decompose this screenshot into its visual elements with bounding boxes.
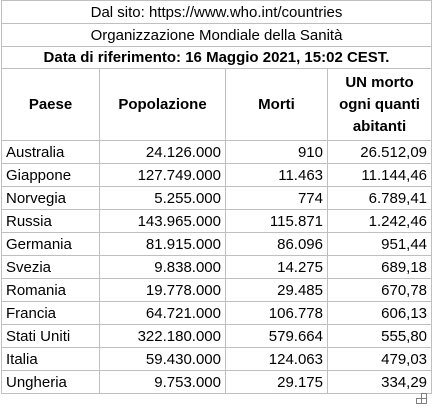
country-cell[interactable]: Ungheria — [1, 370, 100, 394]
header-ratio-line-2: ogni quanti — [339, 95, 420, 113]
country-cell[interactable]: Giappone — [1, 163, 100, 187]
table-row: Italia 59.430.000 124.063 479,03 — [1, 347, 432, 371]
country-cell[interactable]: Australia — [1, 140, 100, 164]
deaths-cell[interactable]: 29.175 — [225, 370, 328, 394]
ratio-cell[interactable]: 1.242,46 — [326, 209, 432, 233]
population-cell[interactable]: 19.778.000 — [99, 278, 226, 302]
deaths-cell[interactable]: 910 — [225, 140, 328, 164]
population-cell[interactable]: 24.126.000 — [99, 140, 226, 164]
table-row: Norvegia 5.255.000 774 6.789,41 — [1, 186, 432, 210]
ratio-cell[interactable]: 11.144,46 — [326, 163, 432, 187]
country-cell[interactable]: Romania — [1, 278, 100, 302]
deaths-cell[interactable]: 86.096 — [225, 232, 328, 256]
population-cell[interactable]: 143.965.000 — [99, 209, 226, 233]
organization-row: Organizzazione Mondiale della Sanità — [0, 23, 432, 47]
ratio-cell[interactable]: 951,44 — [326, 232, 432, 256]
header-ratio-line-1: UN morto — [345, 73, 414, 91]
reference-date-cell[interactable]: Data di riferimento: 16 Maggio 2021, 15:… — [0, 46, 432, 69]
organization-cell[interactable]: Organizzazione Mondiale della Sanità — [0, 23, 432, 47]
population-cell[interactable]: 9.753.000 — [99, 370, 226, 394]
country-cell[interactable]: Stati Uniti — [1, 324, 100, 348]
deaths-cell[interactable]: 124.063 — [225, 347, 328, 371]
deaths-cell[interactable]: 29.485 — [225, 278, 328, 302]
deaths-cell[interactable]: 14.275 — [225, 255, 328, 279]
table-row: Svezia 9.838.000 14.275 689,18 — [1, 255, 432, 279]
header-ratio-line-3: abitanti — [352, 117, 407, 135]
population-cell[interactable]: 81.915.000 — [99, 232, 226, 256]
population-cell[interactable]: 9.838.000 — [99, 255, 226, 279]
table-row: Romania 19.778.000 29.485 670,78 — [1, 278, 432, 302]
ratio-cell[interactable]: 555,80 — [326, 324, 432, 348]
country-cell[interactable]: Germania — [1, 232, 100, 256]
population-cell[interactable]: 5.255.000 — [99, 186, 226, 210]
country-cell[interactable]: Svezia — [1, 255, 100, 279]
ratio-cell[interactable]: 334,29 — [326, 370, 432, 394]
ratio-cell[interactable]: 606,13 — [326, 301, 432, 325]
header-population[interactable]: Popolazione — [99, 68, 226, 141]
ratio-cell[interactable]: 670,78 — [326, 278, 432, 302]
reference-date-row: Data di riferimento: 16 Maggio 2021, 15:… — [0, 46, 432, 69]
resize-handle-icon[interactable] — [416, 393, 430, 405]
table-row: Australia 24.126.000 910 26.512,09 — [1, 140, 432, 164]
deaths-cell[interactable]: 11.463 — [225, 163, 328, 187]
ratio-cell[interactable]: 6.789,41 — [326, 186, 432, 210]
country-cell[interactable]: Italia — [1, 347, 100, 371]
header-ratio[interactable]: UN morto ogni quanti abitanti — [326, 68, 432, 141]
table-row: Francia 64.721.000 106.778 606,13 — [1, 301, 432, 325]
table-row: Giappone 127.749.000 11.463 11.144,46 — [1, 163, 432, 187]
deaths-cell[interactable]: 774 — [225, 186, 328, 210]
ratio-cell[interactable]: 479,03 — [326, 347, 432, 371]
spreadsheet-table: Dal sito: https://www.who.int/countries … — [0, 0, 432, 394]
country-cell[interactable]: Russia — [1, 209, 100, 233]
header-country[interactable]: Paese — [1, 68, 100, 141]
table-row: Ungheria 9.753.000 29.175 334,29 — [1, 370, 432, 394]
deaths-cell[interactable]: 115.871 — [225, 209, 328, 233]
population-cell[interactable]: 59.430.000 — [99, 347, 226, 371]
table-row: Germania 81.915.000 86.096 951,44 — [1, 232, 432, 256]
source-row: Dal sito: https://www.who.int/countries — [0, 0, 432, 24]
deaths-cell[interactable]: 106.778 — [225, 301, 328, 325]
ratio-cell[interactable]: 689,18 — [326, 255, 432, 279]
population-cell[interactable]: 64.721.000 — [99, 301, 226, 325]
table-row: Russia 143.965.000 115.871 1.242,46 — [1, 209, 432, 233]
source-cell[interactable]: Dal sito: https://www.who.int/countries — [0, 0, 432, 24]
header-row: Paese Popolazione Morti UN morto ogni qu… — [1, 68, 432, 141]
ratio-cell[interactable]: 26.512,09 — [326, 140, 432, 164]
country-cell[interactable]: Francia — [1, 301, 100, 325]
population-cell[interactable]: 322.180.000 — [99, 324, 226, 348]
header-deaths[interactable]: Morti — [225, 68, 328, 141]
deaths-cell[interactable]: 579.664 — [225, 324, 328, 348]
table-row: Stati Uniti 322.180.000 579.664 555,80 — [1, 324, 432, 348]
country-cell[interactable]: Norvegia — [1, 186, 100, 210]
population-cell[interactable]: 127.749.000 — [99, 163, 226, 187]
